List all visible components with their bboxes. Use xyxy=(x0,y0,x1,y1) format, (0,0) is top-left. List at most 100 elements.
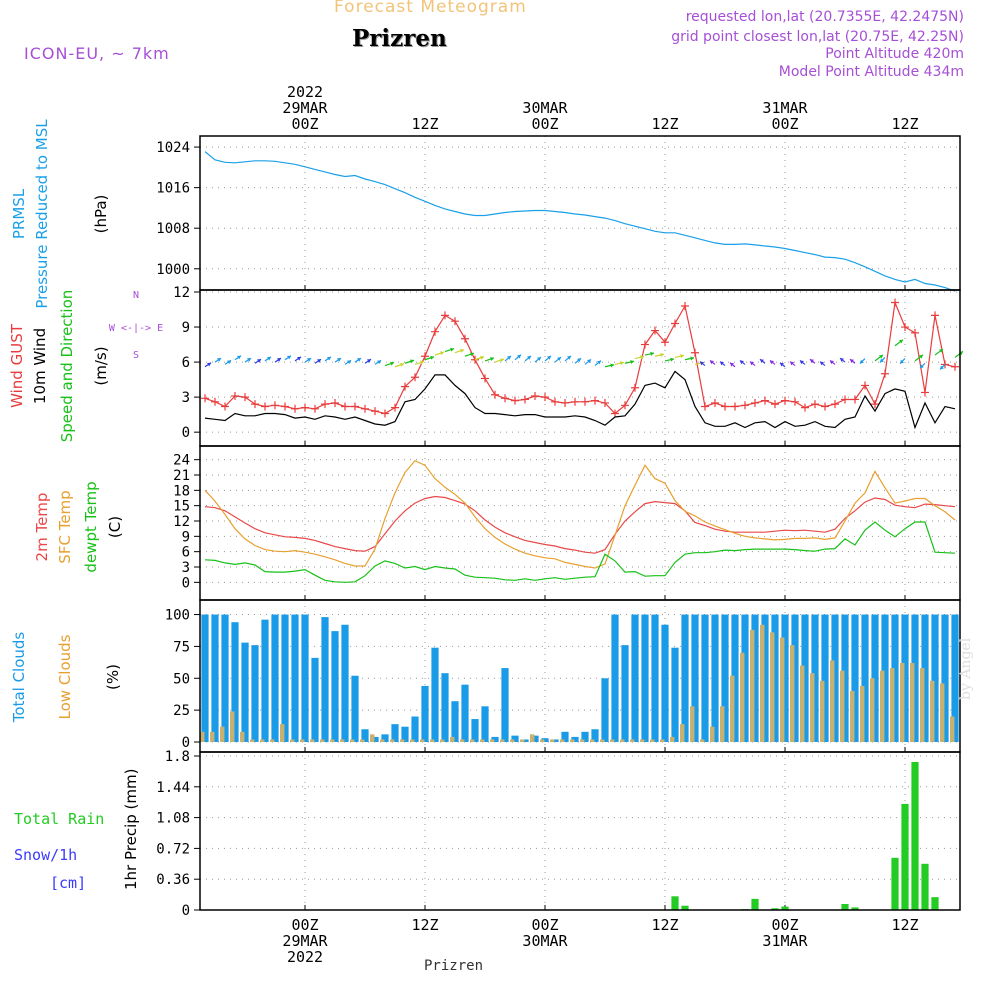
gust-marker xyxy=(341,402,349,411)
wind-arrowhead xyxy=(919,354,923,359)
gust-marker xyxy=(901,323,909,332)
bar xyxy=(841,614,849,742)
bar xyxy=(869,678,875,742)
bar xyxy=(671,647,679,742)
bar xyxy=(451,701,459,742)
wind-arrowhead xyxy=(700,361,704,366)
bar xyxy=(921,863,929,910)
label-snow: Snow/1h xyxy=(14,846,77,864)
bar xyxy=(391,724,399,742)
bar xyxy=(731,614,739,742)
wind-arrowhead xyxy=(307,358,311,362)
bar xyxy=(429,739,435,742)
bar xyxy=(239,731,245,742)
wind-arrowhead xyxy=(920,364,924,369)
series-line xyxy=(204,521,956,583)
gust-marker xyxy=(611,409,619,418)
gust-marker xyxy=(951,362,959,371)
bar xyxy=(719,706,725,742)
bar xyxy=(469,739,475,742)
gust-marker xyxy=(851,395,859,404)
bar xyxy=(781,614,789,742)
bar xyxy=(899,662,905,742)
bar xyxy=(871,614,879,742)
bar xyxy=(211,614,219,742)
gust-marker xyxy=(731,402,739,411)
time-label-top: 2022 xyxy=(287,83,323,101)
wind-arrowhead xyxy=(490,357,494,361)
gust-marker xyxy=(211,397,219,406)
bar xyxy=(879,670,885,742)
bar xyxy=(861,614,869,742)
bar xyxy=(811,614,819,742)
wind-arrowhead xyxy=(940,365,944,370)
wind-arrowhead xyxy=(730,362,734,367)
bar xyxy=(841,904,849,910)
bar xyxy=(349,739,355,742)
wind-arrowhead xyxy=(790,361,794,366)
series-sfc-temp xyxy=(204,459,956,569)
model-point-altitude: Model Point Altitude 434m xyxy=(778,64,964,80)
wind-arrowhead xyxy=(367,359,371,363)
time-label-bottom: 12Z xyxy=(411,916,438,934)
bar xyxy=(501,668,509,742)
bar xyxy=(631,614,639,742)
wind-arrowhead xyxy=(670,357,674,362)
y-tick-label: 9 xyxy=(182,529,190,545)
bar xyxy=(319,739,325,742)
bar xyxy=(669,736,675,742)
bar xyxy=(461,684,469,742)
wind-arrowhead xyxy=(527,355,531,360)
bar xyxy=(411,716,419,742)
label-snow-unit: [cm] xyxy=(50,874,86,892)
gust-marker xyxy=(501,394,509,403)
bar xyxy=(371,736,379,742)
y-tick-label: 1016 xyxy=(156,181,190,197)
time-label-top: 30MAR xyxy=(522,99,568,117)
y-tick-label: 75 xyxy=(173,639,190,655)
time-label-bottom: 30MAR xyxy=(522,932,568,950)
gust-marker xyxy=(351,402,359,411)
bar xyxy=(459,739,465,742)
time-label-bottom: 2022 xyxy=(287,948,323,966)
wind-arrowhead xyxy=(237,355,241,360)
wind-arrowhead xyxy=(780,362,784,367)
bar xyxy=(471,719,479,742)
wind-arrowhead xyxy=(440,351,444,356)
compass-we: W <-|-> E xyxy=(109,323,163,334)
panel-pressure: 1000 1008 1016 1024 PRMSL Pressure Reduced to… xyxy=(10,119,961,309)
time-label-bottom: 12Z xyxy=(891,916,918,934)
bar xyxy=(851,907,859,910)
bar xyxy=(799,665,805,742)
y-tick-label: 3 xyxy=(182,560,190,576)
bar xyxy=(729,675,735,742)
gust-marker xyxy=(331,398,339,407)
bar xyxy=(331,631,339,742)
bar xyxy=(809,673,815,742)
bar xyxy=(261,619,269,742)
bar xyxy=(771,908,779,910)
bar xyxy=(259,739,265,742)
panel-precip: 0 0.36 0.72 1.08 1.44 1.8 Total Rain Snow/1h [cm… xyxy=(14,749,961,919)
gust-marker xyxy=(571,397,579,406)
gust-marker xyxy=(321,400,329,409)
bar xyxy=(771,614,779,742)
bar xyxy=(421,685,429,742)
bar xyxy=(721,614,729,742)
bar xyxy=(579,739,585,742)
bar xyxy=(389,739,395,742)
bar xyxy=(789,645,795,742)
bar xyxy=(931,614,939,742)
wind-arrowhead xyxy=(660,352,664,357)
time-label-top: 31MAR xyxy=(762,99,808,117)
bar xyxy=(499,739,505,742)
bar xyxy=(629,739,635,742)
wind-arrowhead xyxy=(640,355,644,360)
panel-frame xyxy=(199,751,961,911)
gust-marker xyxy=(301,403,309,412)
gust-marker xyxy=(231,391,239,400)
bar xyxy=(479,739,485,742)
gust-marker xyxy=(391,403,399,412)
